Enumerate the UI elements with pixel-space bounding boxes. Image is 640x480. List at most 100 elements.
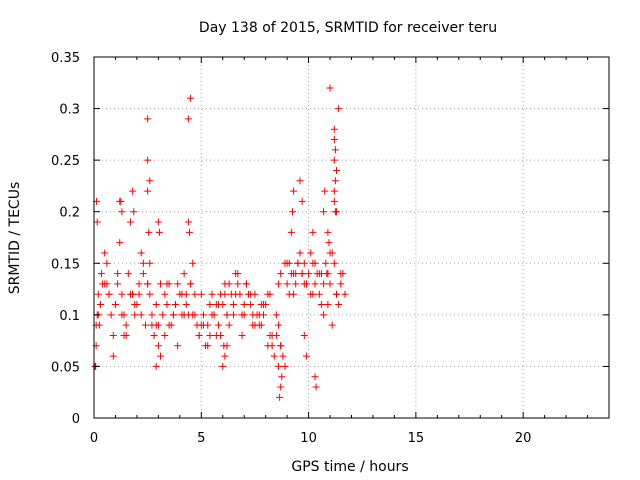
- data-point: [255, 311, 263, 319]
- data-point: [144, 156, 152, 164]
- data-point: [305, 270, 313, 278]
- grid: [94, 57, 609, 418]
- data-point: [326, 280, 334, 288]
- data-point: [144, 187, 152, 195]
- data-point: [130, 208, 138, 216]
- data-point: [300, 259, 308, 267]
- data-point: [163, 301, 171, 309]
- data-point: [290, 187, 298, 195]
- data-point: [330, 125, 338, 133]
- data-point: [204, 342, 212, 350]
- data-point: [148, 321, 156, 329]
- data-point: [275, 280, 283, 288]
- data-point: [264, 342, 272, 350]
- data-point: [330, 197, 338, 205]
- data-point: [320, 280, 328, 288]
- data-point: [277, 342, 285, 350]
- data-point: [260, 301, 268, 309]
- data-point: [169, 311, 177, 319]
- x-tick-label: 5: [197, 431, 205, 446]
- data-point: [152, 301, 160, 309]
- data-point: [208, 290, 216, 298]
- data-point: [139, 259, 147, 267]
- y-tick-label: 0.35: [51, 51, 80, 66]
- data-point: [278, 373, 286, 381]
- data-point: [238, 331, 246, 339]
- data-point: [324, 228, 332, 236]
- data-point: [320, 208, 328, 216]
- data-point: [154, 218, 162, 226]
- data-point: [163, 280, 171, 288]
- data-point: [332, 290, 340, 298]
- data-point: [249, 321, 257, 329]
- data-point: [144, 115, 152, 123]
- data-point: [257, 321, 265, 329]
- data-point: [296, 177, 304, 185]
- data-point: [187, 280, 195, 288]
- data-point: [111, 301, 119, 309]
- y-tick-label: 0.2: [59, 206, 80, 221]
- data-point: [109, 331, 117, 339]
- data-point: [208, 311, 216, 319]
- data-point: [118, 290, 126, 298]
- y-tick-label: 0.25: [51, 154, 80, 169]
- data-point: [232, 290, 240, 298]
- data-point: [283, 259, 291, 267]
- data-point: [292, 280, 300, 288]
- data-point: [117, 197, 125, 205]
- data-point: [214, 321, 222, 329]
- data-point: [178, 290, 186, 298]
- data-point: [109, 352, 117, 360]
- data-point: [225, 280, 233, 288]
- data-point: [197, 290, 205, 298]
- data-point: [309, 228, 317, 236]
- data-point: [311, 280, 319, 288]
- data-point: [184, 218, 192, 226]
- data-point: [154, 342, 162, 350]
- data-point: [107, 311, 115, 319]
- data-point: [331, 208, 339, 216]
- data-point: [330, 259, 338, 267]
- data-point: [234, 270, 242, 278]
- data-point: [300, 331, 308, 339]
- x-tick-label: 20: [515, 431, 532, 446]
- data-point: [285, 290, 293, 298]
- data-point: [225, 321, 233, 329]
- data-point: [331, 146, 339, 154]
- data-point: [330, 156, 338, 164]
- data-point: [124, 270, 132, 278]
- data-point: [144, 280, 152, 288]
- x-tick-label: 15: [408, 431, 425, 446]
- data-point: [326, 84, 334, 92]
- data-point: [101, 249, 109, 257]
- data-point: [332, 166, 340, 174]
- data-point: [219, 362, 227, 370]
- data-point: [118, 311, 126, 319]
- data-point: [240, 301, 248, 309]
- data-point: [322, 259, 330, 267]
- data-point: [294, 259, 302, 267]
- data-point: [323, 270, 331, 278]
- data-point: [131, 311, 139, 319]
- data-point: [240, 311, 248, 319]
- data-point: [331, 177, 339, 185]
- data-point: [277, 270, 285, 278]
- data-point: [146, 290, 154, 298]
- data-point: [152, 362, 160, 370]
- data-point: [292, 270, 300, 278]
- data-point: [182, 301, 190, 309]
- data-point: [320, 311, 328, 319]
- data-point: [298, 270, 306, 278]
- data-point: [118, 208, 126, 216]
- data-point: [206, 331, 214, 339]
- data-point: [161, 331, 169, 339]
- data-point: [96, 301, 104, 309]
- data-point: [148, 311, 156, 319]
- data-point: [146, 177, 154, 185]
- data-point: [220, 342, 228, 350]
- data-point: [266, 290, 274, 298]
- data-point: [270, 352, 278, 360]
- data-point: [174, 280, 182, 288]
